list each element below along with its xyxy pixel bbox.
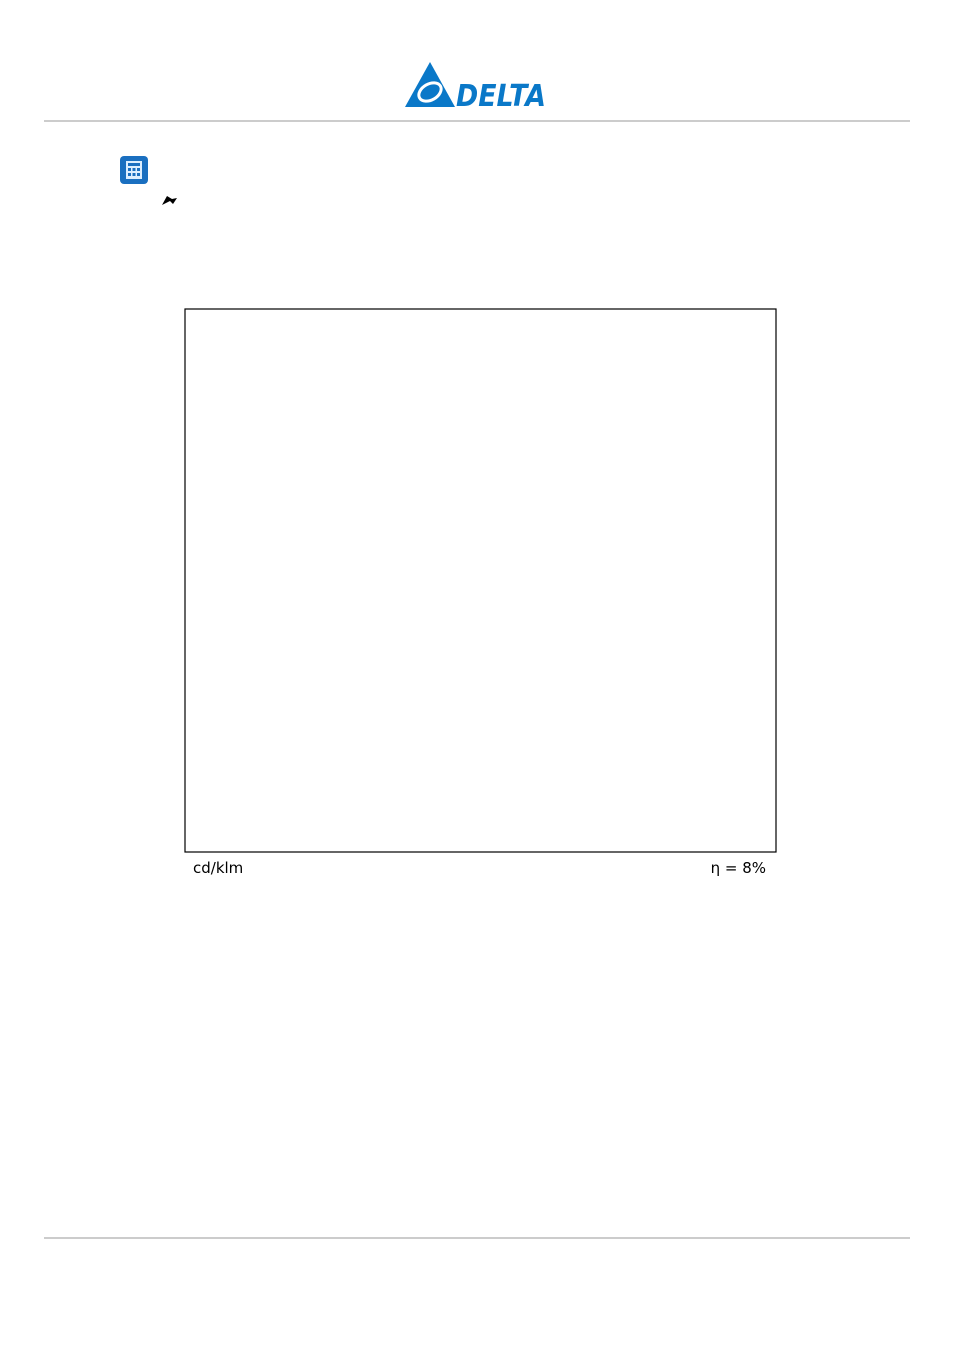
- chart-background: [185, 309, 776, 852]
- pen-icon: [162, 196, 177, 205]
- logo-text: DELTA: [456, 79, 546, 114]
- calculator-icon: [120, 156, 148, 184]
- unit-label: cd/klm: [193, 859, 243, 877]
- chart-frame: [184, 308, 777, 853]
- logo: DELTA: [405, 62, 546, 114]
- efficiency-label: η = 8%: [711, 859, 766, 877]
